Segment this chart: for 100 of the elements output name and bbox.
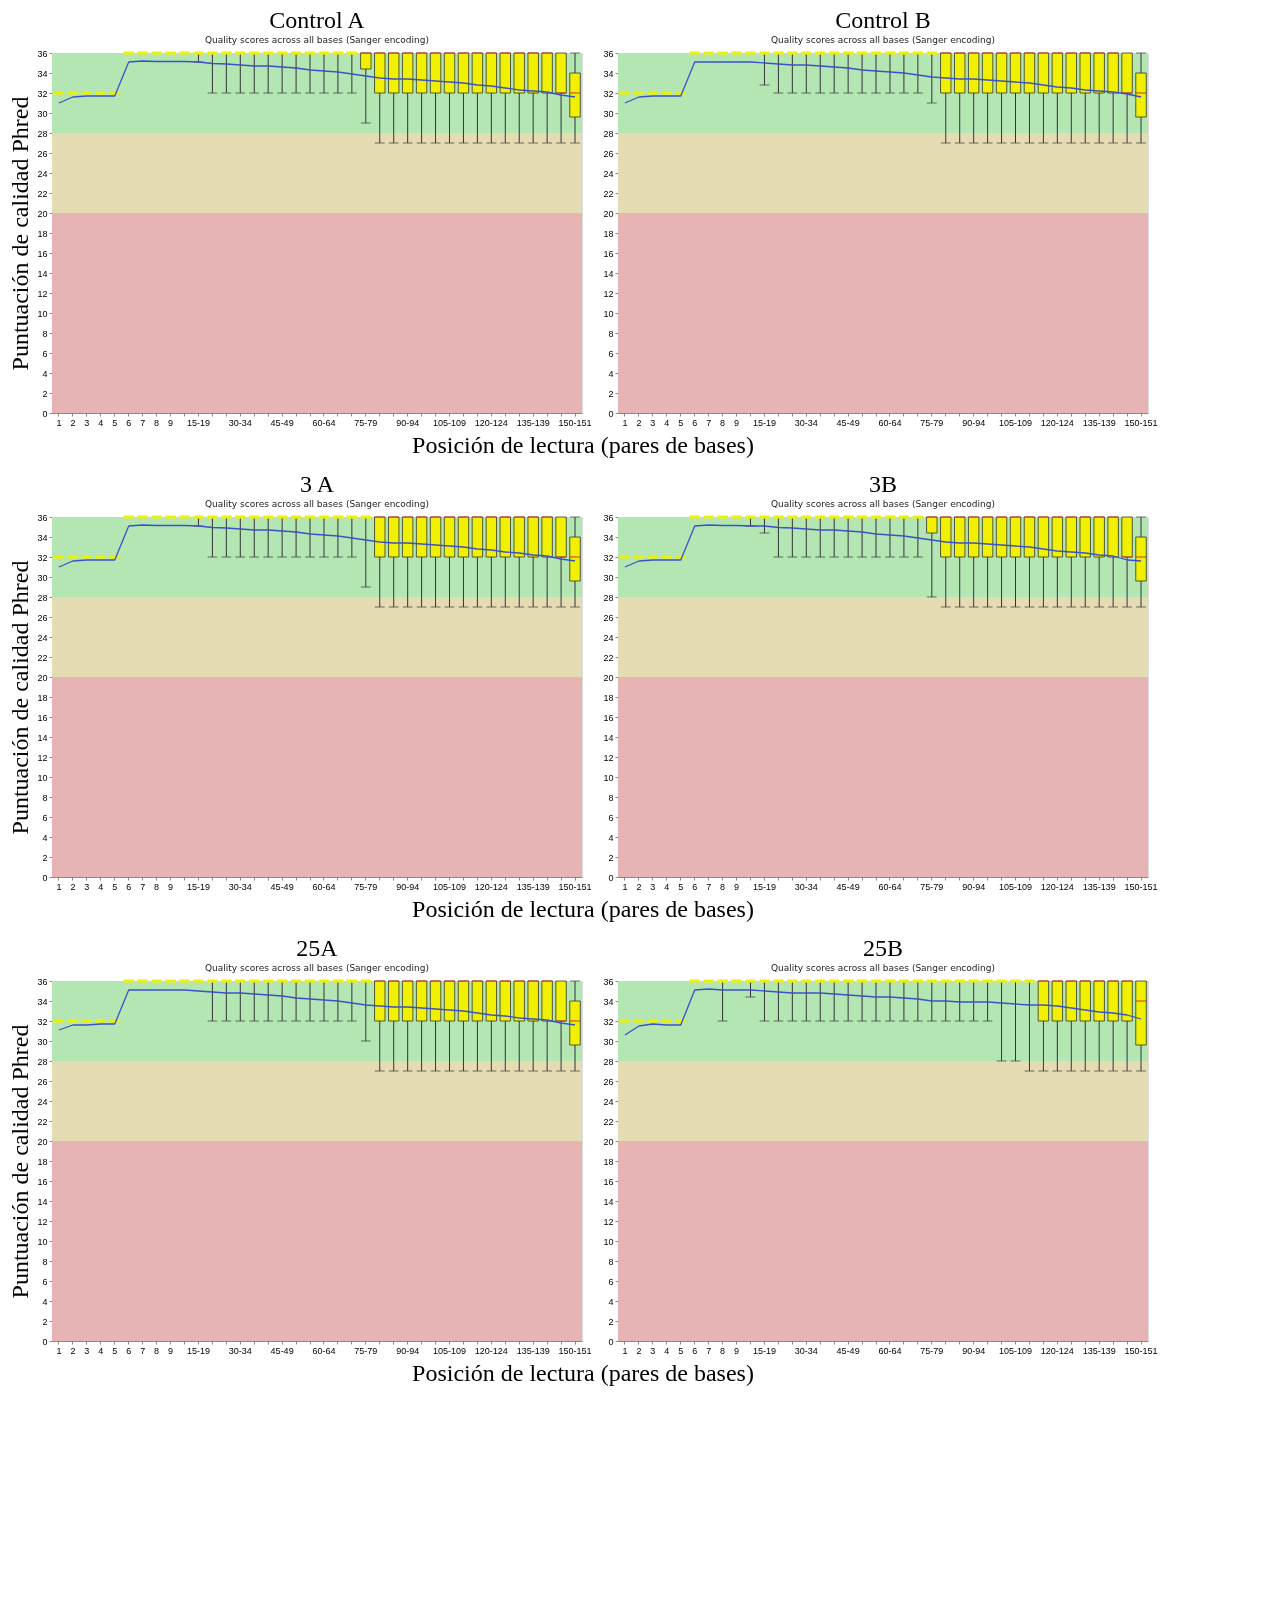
- chart-title: 3 A: [299, 471, 335, 497]
- y-tick-label: 2: [42, 852, 48, 863]
- x-tick-label: 30-34: [794, 417, 818, 428]
- y-tick-label: 0: [42, 1336, 48, 1347]
- x-tick-label: 150-151: [558, 417, 592, 428]
- y-tick-label: 18: [603, 228, 614, 239]
- x-tick-label: 45-49: [836, 417, 860, 428]
- x-tick-label: 5: [112, 881, 118, 892]
- y-tick-label: 24: [603, 168, 614, 179]
- x-tick-label: 9: [734, 417, 740, 428]
- x-tick-label: 60-64: [312, 417, 336, 428]
- x-tick-label: 75-79: [354, 417, 378, 428]
- y-tick-label: 20: [37, 1136, 48, 1147]
- line-series: [58, 60, 576, 104]
- y-tick-label: 12: [37, 288, 48, 299]
- x-tick-label: 9: [168, 1345, 174, 1356]
- y-tick-label: 16: [37, 248, 48, 259]
- y-tick-label: 12: [603, 1216, 614, 1227]
- x-tick-label: 3: [650, 1345, 656, 1356]
- x-tick-label: 4: [664, 881, 670, 892]
- y-tick-label: 22: [37, 1116, 48, 1127]
- y-tick-label: 14: [37, 1196, 48, 1207]
- y-tick-label: 22: [603, 652, 614, 663]
- x-tick-label: 105-109: [998, 417, 1033, 428]
- x-tick-label: 60-64: [312, 1345, 336, 1356]
- x-tick-label: 120-124: [1040, 1345, 1074, 1356]
- y-tick-label: 36: [37, 48, 48, 59]
- y-tick-label: 16: [603, 1176, 614, 1187]
- x-tick-label: 9: [734, 881, 740, 892]
- chart-subtitle: Quality scores across all bases (Sanger encoding): [771, 35, 995, 45]
- y-tick-label: 32: [603, 88, 614, 99]
- y-tick-label: 2: [608, 1316, 614, 1327]
- line-series: [58, 524, 576, 568]
- y-tick-label: 30: [37, 1036, 48, 1047]
- x-tick-label: 135-139: [516, 417, 550, 428]
- y-tick-label: 28: [603, 128, 614, 139]
- x-tick-label: 30-34: [228, 1345, 252, 1356]
- x-tick-label: 135-139: [516, 881, 550, 892]
- y-tick-label: 22: [37, 188, 48, 199]
- y-tick-label: 8: [42, 328, 48, 339]
- x-tick-label: 15-19: [752, 417, 776, 428]
- y-tick-label: 20: [603, 1136, 614, 1147]
- y-tick-label: 30: [603, 572, 614, 583]
- x-tick-label: 30-34: [228, 417, 252, 428]
- y-tick-label: 4: [608, 368, 614, 379]
- x-tick-label: 4: [98, 417, 104, 428]
- x-tick-label: 3: [84, 417, 90, 428]
- y-tick-label: 4: [42, 368, 48, 379]
- y-tick-label: 10: [603, 1236, 614, 1247]
- y-tick-label: 34: [603, 532, 614, 543]
- x-tick-label: 120-124: [1040, 417, 1074, 428]
- chart-subtitle: Quality scores across all bases (Sanger encoding): [771, 963, 995, 973]
- x-tick-label: 30-34: [794, 1345, 818, 1356]
- chart-title: 25B: [862, 935, 904, 961]
- x-axis-title: Posición de lectura (pares de bases): [412, 895, 754, 922]
- chart-subtitle: Quality scores across all bases (Sanger encoding): [205, 499, 429, 509]
- y-tick-label: 18: [37, 1156, 48, 1167]
- x-tick-label: 2: [70, 1345, 76, 1356]
- x-tick-label: 150-151: [558, 881, 592, 892]
- chart-title: Control A: [269, 7, 366, 33]
- x-tick-label: 75-79: [920, 881, 944, 892]
- x-tick-label: 15-19: [186, 417, 210, 428]
- y-tick-label: 34: [37, 68, 48, 79]
- y-tick-label: 22: [37, 652, 48, 663]
- x-tick-label: 4: [98, 881, 104, 892]
- y-tick-label: 26: [603, 148, 614, 159]
- x-tick-label: 150-151: [558, 1345, 592, 1356]
- x-tick-label: 1: [622, 1345, 628, 1356]
- y-tick-label: 0: [42, 872, 48, 883]
- y-tick-label: 4: [42, 1296, 48, 1307]
- x-tick-label: 135-139: [1082, 881, 1116, 892]
- x-tick-label: 105-109: [998, 1345, 1033, 1356]
- y-tick-label: 28: [603, 1056, 614, 1067]
- y-tick-label: 14: [603, 268, 614, 279]
- y-tick-label: 26: [37, 1076, 48, 1087]
- x-tick-label: 90-94: [396, 417, 420, 428]
- y-tick-label: 28: [37, 592, 48, 603]
- y-tick-label: 28: [603, 592, 614, 603]
- y-tick-label: 6: [42, 348, 48, 359]
- y-tick-label: 12: [37, 752, 48, 763]
- y-tick-label: 8: [42, 1256, 48, 1267]
- y-tick-label: 26: [603, 612, 614, 623]
- x-tick-label: 6: [126, 881, 132, 892]
- x-tick-label: 90-94: [962, 881, 986, 892]
- x-tick-label: 9: [734, 1345, 740, 1356]
- y-tick-label: 14: [603, 732, 614, 743]
- x-tick-label: 3: [84, 1345, 90, 1356]
- line-series: [624, 988, 1142, 1036]
- x-axis-title: Posición de lectura (pares de bases): [412, 431, 754, 458]
- x-tick-label: 3: [650, 417, 656, 428]
- y-tick-label: 6: [608, 1276, 614, 1287]
- y-tick-label: 28: [37, 128, 48, 139]
- x-tick-label: 105-109: [998, 881, 1033, 892]
- x-tick-label: 1: [56, 1345, 62, 1356]
- y-tick-label: 8: [608, 792, 614, 803]
- y-tick-label: 20: [37, 672, 48, 683]
- x-tick-label: 120-124: [474, 881, 508, 892]
- y-tick-label: 26: [603, 1076, 614, 1087]
- y-tick-label: 8: [608, 1256, 614, 1267]
- y-tick-label: 36: [603, 48, 614, 59]
